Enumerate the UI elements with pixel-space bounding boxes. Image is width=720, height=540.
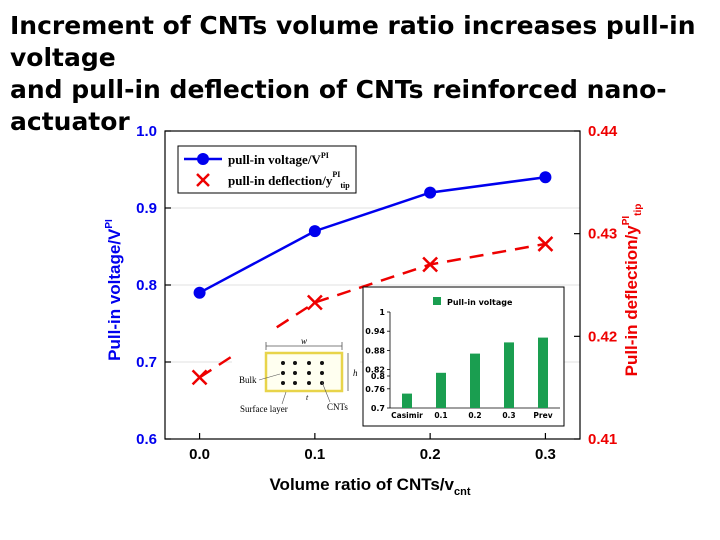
right-y-tick-label: 0.41: [588, 431, 617, 448]
legend-deflection-sup: PI: [332, 170, 340, 179]
surface-layer-label: Surface layer: [240, 404, 288, 414]
cnt-dot: [307, 371, 311, 375]
series-point-1: [306, 294, 323, 311]
inset-bar-chart: Pull-in voltage 0.7 0.76 0.80.82 0.88 0.94 1 C…: [362, 286, 565, 427]
inset-y-tick-label: 0.76: [365, 385, 385, 394]
legend-voltage-label: pull-in voltage/VPI: [228, 151, 329, 167]
left-y-tick-label: 0.7: [136, 354, 157, 371]
inset-bar: [504, 342, 514, 408]
right-y-tick-label: 0.42: [588, 328, 617, 345]
x-axis-label-sub: cnt: [454, 486, 471, 498]
title-line: actuator: [10, 107, 130, 136]
inset-bar: [436, 372, 446, 408]
right-y-tick-label: 0.43: [588, 226, 617, 243]
inset-bar: [470, 353, 480, 408]
x-axis-label: Volume ratio of CNTs/vcnt: [269, 475, 470, 498]
inset-bar: [402, 393, 412, 408]
cnt-dots: [281, 361, 324, 385]
title-line: voltage: [10, 43, 116, 72]
inset-y-tick-label: 0.8: [371, 372, 386, 381]
legend-box: [177, 145, 357, 194]
series-point-0: [193, 286, 206, 299]
axes: 0.0 0.1 0.2 0.3 0.6 0.7 0.8 0.9 1.0 0.41 0.42 0.43 0…: [136, 123, 618, 463]
x-tick-label: 0.0: [189, 446, 210, 463]
bulk-label: Bulk: [239, 375, 257, 385]
inset-category-label: 0.2: [468, 411, 481, 420]
series-point-1: [422, 256, 439, 273]
cnt-dot: [320, 361, 324, 365]
cnt-dot: [320, 371, 324, 375]
inset-bar-chart-frame: [362, 286, 565, 427]
series-line-0: [199, 175, 546, 294]
cnt-dot: [307, 381, 311, 385]
x-tick-label: 0.2: [420, 446, 441, 463]
series-point-0: [539, 171, 552, 184]
beam-cross-section: [264, 351, 344, 393]
series-point-0: [308, 225, 321, 238]
series-point-1: [191, 369, 208, 386]
legend-voltage-sup: PI: [321, 151, 329, 160]
left-y-tick-label: 0.6: [136, 431, 157, 448]
series-layer: [191, 171, 554, 386]
inset-y-tick-label: 0.82: [365, 366, 385, 375]
left-y-axis-label: Pull-in voltage/VPI: [104, 219, 124, 361]
inset-y-tick-label: 0.7: [371, 404, 385, 413]
legend-deflection-label: pull-in deflection/yPItip: [228, 170, 350, 190]
right-y-axis-label-main: Pull-in deflection/y: [622, 225, 641, 377]
legend-voltage-marker: [197, 153, 209, 165]
thickness-label: t: [306, 393, 309, 402]
right-y-tick-label: 0.44: [588, 123, 618, 140]
cnt-dot: [307, 361, 311, 365]
series-point-0: [424, 186, 437, 199]
inset-category-label: 0.1: [434, 411, 447, 420]
cnt-dot: [293, 361, 297, 365]
legend-voltage-main: pull-in voltage/V: [228, 152, 321, 167]
left-y-tick-label: 1.0: [136, 123, 157, 140]
left-y-axis-label-main: Pull-in voltage/V: [105, 228, 124, 361]
x-tick-label: 0.1: [304, 446, 325, 463]
right-y-axis-label-sub: tip: [633, 204, 644, 216]
x-tick-label: 0.3: [535, 446, 556, 463]
left-y-tick-label: 0.9: [136, 200, 157, 217]
series-point-1: [537, 236, 554, 252]
inset-structure-diagram: w h t Bulk CNTs Surface layer: [232, 330, 360, 420]
cnt-dot: [320, 381, 324, 385]
inset-y-tick-label: 0.88: [365, 346, 385, 355]
legend-deflection-marker: [196, 173, 210, 187]
legend-deflection-sub: tip: [340, 181, 350, 190]
height-label: h: [353, 368, 358, 378]
inset-category-label: 0.3: [502, 411, 515, 420]
inset-bars-layer: 0.7 0.76 0.80.82 0.88 0.94 1 Casimir 0.1 0.2 0.3 P…: [365, 308, 560, 420]
inset-y-tick-label: 1: [379, 308, 385, 317]
legend-deflection-main: pull-in deflection/y: [228, 173, 333, 188]
cnt-dot: [293, 381, 297, 385]
cnts-pointer: [321, 381, 331, 403]
surface-pointer: [281, 391, 287, 405]
inset-legend-label: Pull-in voltage: [447, 298, 513, 307]
cnt-dot: [293, 371, 297, 375]
slide-title: Increment of CNTs volume ratio increases…: [10, 10, 710, 138]
bulk-pointer: [258, 373, 281, 381]
right-y-axis-label: Pull-in deflection/yPItip: [621, 204, 644, 377]
title-line: Increment of CNTs volume ratio increases…: [10, 11, 696, 40]
inset-bar: [538, 337, 548, 408]
inset-y-tick-label: 0.94: [365, 327, 385, 336]
left-y-tick-label: 0.8: [136, 277, 157, 294]
cnt-dot: [281, 361, 285, 365]
legend: pull-in voltage/VPI pull-in deflection/y…: [177, 145, 357, 194]
inset-category-label: Prev: [533, 411, 552, 420]
inset-legend-swatch: [433, 297, 441, 305]
title-line: and pull-in deflection of CNTs reinforce…: [10, 75, 667, 104]
cnt-dot: [281, 381, 285, 385]
right-y-axis-label-sup: PI: [621, 216, 632, 226]
x-axis-label-main: Volume ratio of CNTs/v: [269, 475, 454, 494]
cnt-dot: [281, 371, 285, 375]
left-y-axis-label-sup: PI: [104, 219, 115, 229]
cnts-label: CNTs: [327, 402, 348, 412]
inset-category-label: Casimir: [391, 411, 423, 420]
width-label: w: [301, 336, 307, 346]
